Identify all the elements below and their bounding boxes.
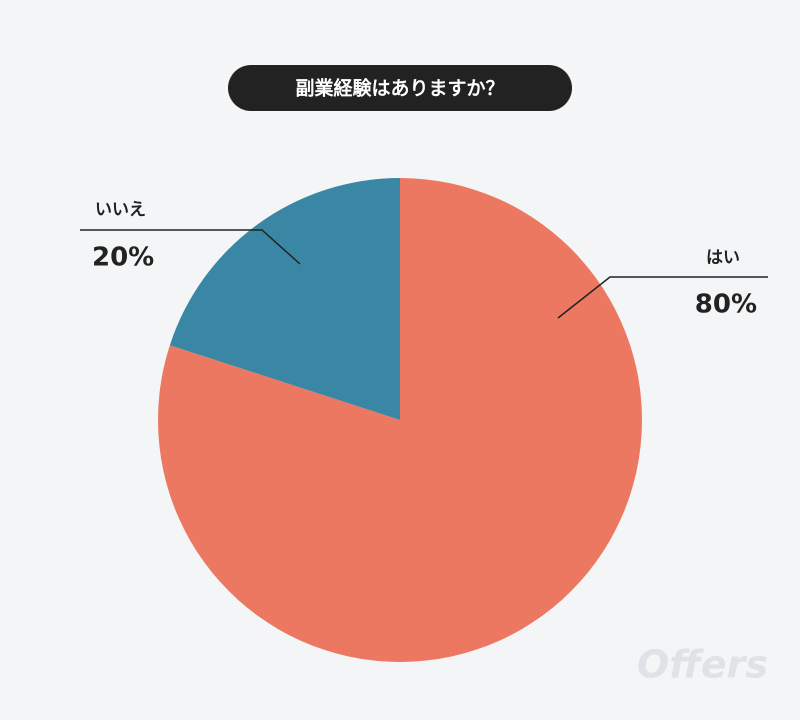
pie-slice xyxy=(169,178,400,420)
watermark: Offers xyxy=(637,643,768,687)
chart-title: 副業経験はありますか？ xyxy=(295,77,504,100)
value-label: 80% xyxy=(695,290,757,320)
leader-line xyxy=(80,229,301,265)
slice-label: はい xyxy=(706,248,740,268)
leader-line xyxy=(557,276,768,319)
value-label: 20% xyxy=(92,243,154,273)
slice-label: いいえ xyxy=(95,200,146,220)
title-pill xyxy=(228,65,572,111)
